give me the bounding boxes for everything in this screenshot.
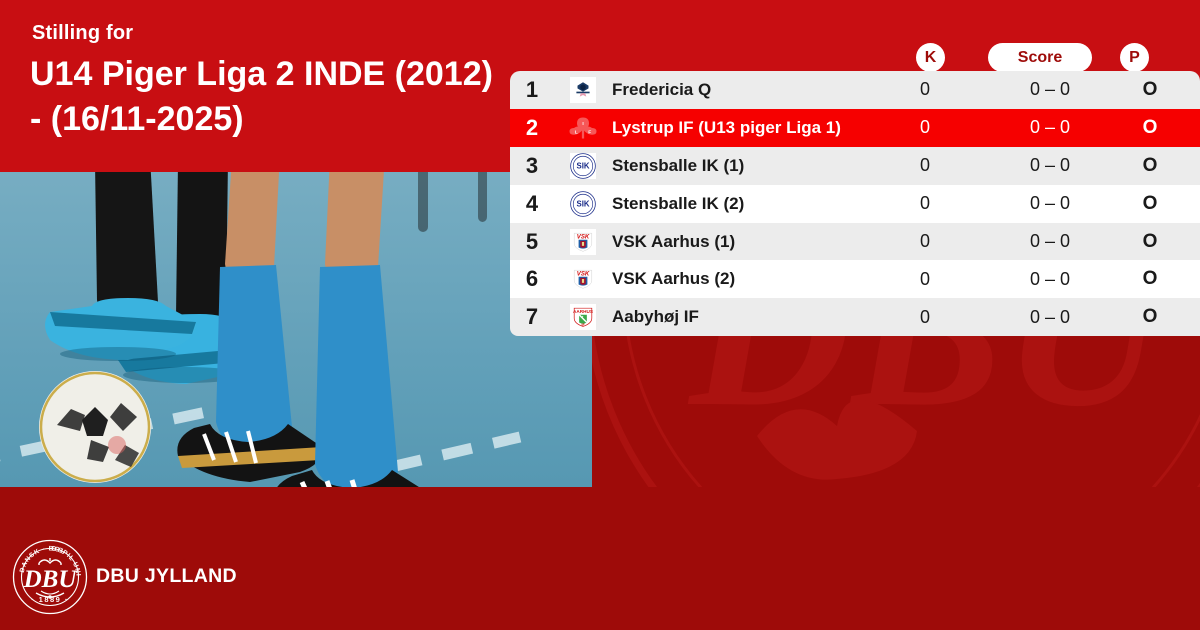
svg-text:IF: IF <box>582 323 585 327</box>
svg-text:L: L <box>575 129 578 135</box>
svg-text:DBU: DBU <box>23 566 79 593</box>
svg-text:AARHUS: AARHUS <box>573 309 593 314</box>
svg-text:F: F <box>588 129 591 135</box>
svg-text:SIK: SIK <box>577 199 590 208</box>
svg-text:SIK: SIK <box>577 161 590 170</box>
